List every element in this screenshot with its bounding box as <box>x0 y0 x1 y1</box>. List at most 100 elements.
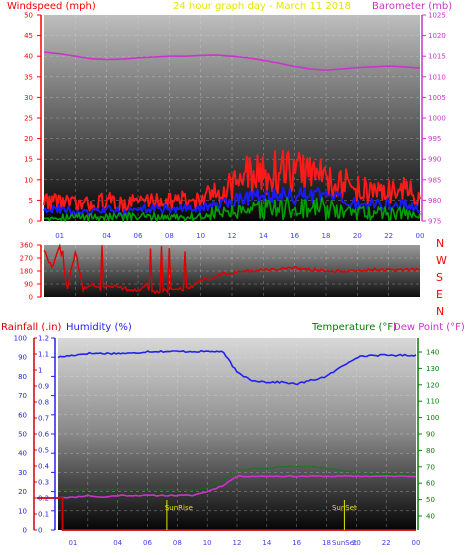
wind-tick-label: 15 <box>24 156 33 164</box>
wind-tick-label: 0 <box>29 218 33 226</box>
graph-title: 24 hour graph day - March 11 2018 <box>173 1 351 12</box>
temperature-axis-label: Temperature (°F) <box>311 322 397 333</box>
hour-tick-label: 00 <box>416 232 425 240</box>
hour-tick-label: 06 <box>143 539 152 547</box>
humidity-tick-label: 40 <box>18 450 27 458</box>
sunrise-label: SunRise <box>165 504 193 512</box>
hour-tick-label: 12 <box>228 232 237 240</box>
rainfall-series <box>37 497 416 531</box>
barometer-tick-label: 1015 <box>428 53 446 61</box>
hour-tick-label: 18 <box>322 232 331 240</box>
hour-tick-label: 01 <box>68 539 77 547</box>
temperature-tick-label: 100 <box>426 414 439 422</box>
humidity-tick-label: 30 <box>18 469 27 477</box>
temperature-tick-label: 50 <box>426 496 435 504</box>
rain-tick-label: 1.2 <box>38 335 49 343</box>
temperature-tick-label: 120 <box>426 381 439 389</box>
barometer-tick-label: 1020 <box>428 32 446 40</box>
direction-tick-label: 360 <box>20 242 33 250</box>
humidity-series <box>57 349 417 386</box>
hour-tick-label: 00 <box>412 539 421 547</box>
wind-tick-label: 5 <box>29 197 33 205</box>
barometer-tick-label: 980 <box>428 197 441 205</box>
wind-direction-series <box>43 243 421 295</box>
hour-tick-label: 06 <box>134 232 143 240</box>
barometer-tick-label: 995 <box>428 135 441 143</box>
rainfall-axis-label: Rainfall (.in) <box>1 322 62 333</box>
barometer-tick-label: 1005 <box>428 94 446 102</box>
compass-direction-label: E <box>436 288 443 301</box>
wind-tick-label: 10 <box>24 176 33 184</box>
rain-tick-label: 0.2 <box>38 495 49 503</box>
temperature-tick-label: 140 <box>426 349 439 357</box>
direction-tick-label: 270 <box>20 255 33 263</box>
hour-tick-label: 08 <box>165 232 174 240</box>
hour-tick-label: 16 <box>292 539 301 547</box>
humidity-tick-label: 50 <box>18 431 27 439</box>
temperature-tick-label: 130 <box>426 365 439 373</box>
temperature-tick-label: 110 <box>426 398 439 406</box>
direction-tick-label: 0 <box>29 294 33 302</box>
hour-tick-label: 14 <box>259 232 268 240</box>
hour-tick-label: 22 <box>382 539 391 547</box>
humidity-axis-label: Humidity (%) <box>66 322 132 333</box>
wind-tick-label: 20 <box>24 135 33 143</box>
compass-direction-label: S <box>436 271 443 284</box>
rain-tick-label: 0.3 <box>38 479 49 487</box>
sunset-label: SunSet <box>332 504 357 512</box>
temperature-tick-label: 80 <box>426 447 435 455</box>
hour-tick-label: 04 <box>102 232 111 240</box>
temperature-tick-label: 90 <box>426 431 435 439</box>
barometer-tick-label: 990 <box>428 156 441 164</box>
direction-tick-label: 90 <box>24 281 33 289</box>
sunset-axis-label: SunSet <box>332 539 357 547</box>
barometer-tick-label: 975 <box>428 218 441 226</box>
rain-tick-label: 0.9 <box>38 383 49 391</box>
rain-tick-label: 0.4 <box>38 463 50 471</box>
wind-tick-label: 25 <box>24 115 33 123</box>
dewpoint-series <box>57 474 417 499</box>
temperature-tick-label: 70 <box>426 463 435 471</box>
wind-tick-label: 40 <box>24 53 33 61</box>
hour-tick-label: 10 <box>196 232 205 240</box>
wind-tick-label: 50 <box>24 12 33 20</box>
rain-tick-label: 0.5 <box>38 447 49 455</box>
hour-tick-label: 10 <box>203 539 212 547</box>
rain-tick-label: 0.7 <box>38 415 49 423</box>
hour-tick-label: 16 <box>290 232 299 240</box>
compass-direction-label: N <box>436 237 444 250</box>
humidity-tick-label: 80 <box>18 373 27 381</box>
rain-tick-label: 0 <box>38 527 42 535</box>
compass-direction-label: W <box>436 254 447 267</box>
rain-tick-label: 0.6 <box>38 431 50 439</box>
wind-gust-series <box>43 149 421 213</box>
humidity-tick-label: 60 <box>18 411 27 419</box>
temperature-series <box>57 465 417 491</box>
humidity-tick-label: 70 <box>18 392 27 400</box>
temperature-tick-label: 60 <box>426 480 435 488</box>
temperature-tick-label: 40 <box>426 513 435 521</box>
direction-tick-label: 180 <box>20 268 33 276</box>
windspeed-axis-label: Windspeed (mph) <box>7 1 96 12</box>
compass-direction-label: N <box>436 305 444 318</box>
barometer-tick-label: 985 <box>428 176 441 184</box>
hour-tick-label: 12 <box>233 539 242 547</box>
wind-tick-label: 30 <box>24 94 33 102</box>
hour-tick-label: 20 <box>353 232 362 240</box>
hour-tick-label: 08 <box>173 539 182 547</box>
humidity-tick-label: 90 <box>18 354 27 362</box>
humidity-tick-label: 100 <box>14 335 27 343</box>
rain-tick-label: 1 <box>38 367 42 375</box>
rain-tick-label: 1.1 <box>38 351 49 359</box>
barometer-tick-label: 1000 <box>428 115 446 123</box>
hour-tick-label: 01 <box>55 232 64 240</box>
barometer-axis-label: Barometer (mb) <box>372 1 452 12</box>
wind-tick-label: 45 <box>24 32 33 40</box>
barometer-tick-label: 1025 <box>428 12 446 20</box>
rain-tick-label: 0.1 <box>38 511 49 519</box>
hour-tick-label: 14 <box>262 539 271 547</box>
dewpoint-axis-label: Dew Point (°F) <box>393 322 465 333</box>
hour-tick-label: 04 <box>113 539 122 547</box>
rain-tick-label: 0.8 <box>38 399 49 407</box>
